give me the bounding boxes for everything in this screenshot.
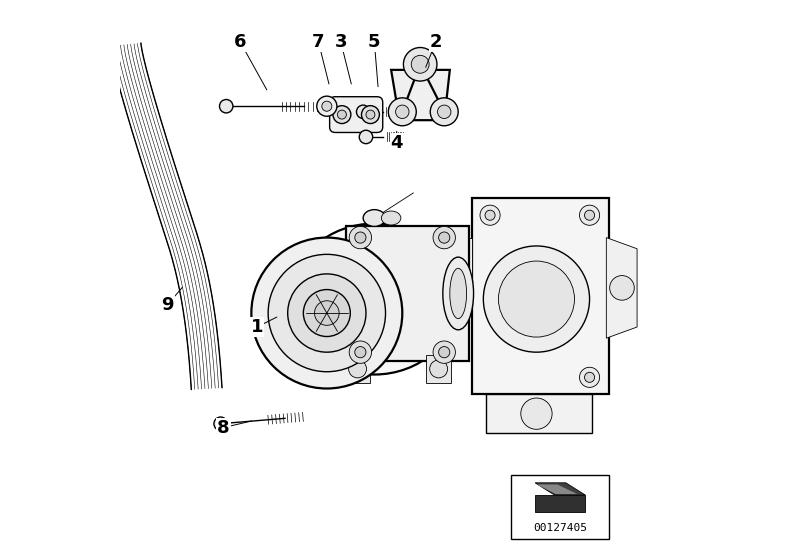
Polygon shape [535, 483, 586, 495]
Polygon shape [535, 495, 586, 512]
Circle shape [360, 130, 372, 144]
Text: 7: 7 [312, 33, 324, 51]
Ellipse shape [381, 211, 401, 225]
Polygon shape [392, 70, 450, 120]
Circle shape [499, 261, 574, 337]
Text: 3: 3 [335, 33, 347, 51]
FancyBboxPatch shape [330, 97, 383, 132]
Circle shape [349, 226, 372, 249]
Ellipse shape [291, 224, 458, 375]
Circle shape [333, 106, 351, 124]
Polygon shape [345, 355, 370, 383]
Circle shape [288, 274, 366, 352]
Text: 9: 9 [161, 296, 173, 314]
Circle shape [316, 96, 337, 116]
Circle shape [438, 105, 451, 119]
Circle shape [521, 398, 552, 429]
Circle shape [304, 290, 350, 337]
Circle shape [403, 48, 437, 81]
Circle shape [585, 372, 594, 382]
Circle shape [214, 417, 228, 430]
Circle shape [433, 226, 455, 249]
Text: 5: 5 [368, 33, 380, 51]
Circle shape [411, 55, 429, 73]
Circle shape [355, 347, 366, 358]
Circle shape [430, 360, 447, 378]
Circle shape [485, 210, 495, 220]
Text: 1: 1 [251, 318, 263, 336]
Circle shape [388, 98, 416, 126]
Ellipse shape [364, 210, 386, 226]
Circle shape [268, 254, 386, 372]
Text: 4: 4 [391, 134, 403, 151]
Circle shape [579, 367, 599, 387]
Circle shape [348, 360, 367, 378]
Text: 00127405: 00127405 [533, 523, 587, 533]
Circle shape [585, 210, 594, 220]
Circle shape [315, 301, 339, 325]
Circle shape [252, 238, 402, 389]
Circle shape [480, 205, 500, 225]
Circle shape [366, 110, 375, 119]
Polygon shape [537, 485, 577, 494]
Circle shape [433, 341, 455, 363]
Text: 6: 6 [234, 33, 246, 51]
Circle shape [337, 110, 347, 119]
Circle shape [439, 347, 450, 358]
Ellipse shape [443, 257, 474, 330]
Polygon shape [447, 238, 472, 305]
Ellipse shape [450, 268, 467, 319]
Circle shape [450, 261, 470, 281]
Circle shape [361, 106, 380, 124]
Polygon shape [606, 238, 637, 338]
Circle shape [430, 98, 458, 126]
FancyBboxPatch shape [511, 475, 609, 539]
Text: 8: 8 [217, 419, 230, 437]
Circle shape [483, 246, 590, 352]
Circle shape [396, 105, 409, 119]
Polygon shape [427, 355, 451, 383]
Circle shape [439, 232, 450, 243]
Circle shape [579, 205, 599, 225]
Circle shape [322, 101, 332, 111]
Circle shape [220, 100, 233, 113]
Circle shape [349, 341, 372, 363]
Text: 2: 2 [430, 33, 442, 51]
Polygon shape [347, 226, 469, 361]
Circle shape [356, 105, 370, 119]
Circle shape [610, 276, 634, 300]
Circle shape [355, 232, 366, 243]
Polygon shape [472, 198, 609, 394]
Polygon shape [486, 394, 592, 433]
